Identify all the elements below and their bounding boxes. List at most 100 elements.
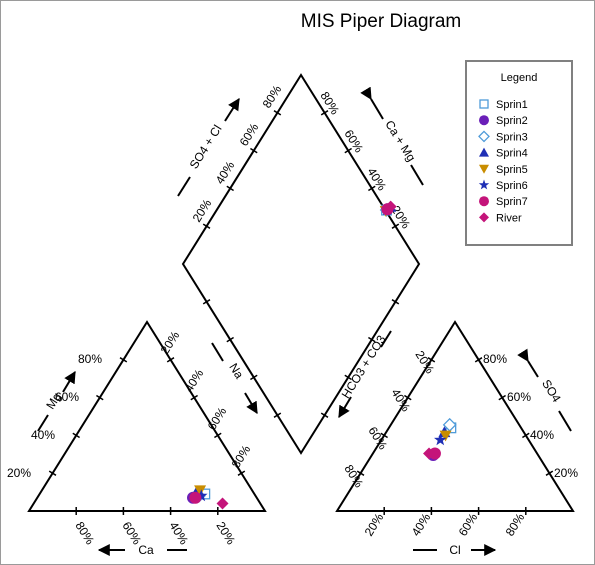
tick-mark bbox=[250, 147, 258, 154]
cation-na-ticks: 20% 40% 60% 80% bbox=[158, 329, 254, 471]
cation-mg-ticks: 20% 40% 60% 80% bbox=[7, 352, 102, 480]
hco3-axis-label: HCO3 + CO3 bbox=[339, 333, 389, 401]
tick-mark bbox=[498, 394, 506, 401]
point-diamond-river bbox=[384, 200, 397, 213]
tick-mark bbox=[273, 412, 282, 418]
so4-axis-label: SO4 bbox=[539, 377, 564, 405]
legend-marker-sprin1 bbox=[479, 99, 489, 109]
legend-label-sprin5: Sprin5 bbox=[496, 164, 528, 176]
point-cation-river-marker bbox=[216, 497, 229, 510]
legend-marker-sprin3 bbox=[478, 130, 490, 143]
point-diamond-river-marker bbox=[384, 200, 397, 213]
na-tick-60: 60% bbox=[205, 405, 230, 433]
hco3-tick-20: 20% bbox=[412, 348, 437, 376]
hco3-tick-40: 40% bbox=[388, 386, 413, 414]
legend-title: Legend bbox=[501, 72, 538, 84]
legend-marker-sprin7 bbox=[479, 196, 489, 207]
camg-tick-40: 40% bbox=[364, 165, 389, 193]
mg-tick-20: 20% bbox=[7, 466, 31, 480]
tick-mark bbox=[320, 412, 329, 418]
so4-tick-20: 20% bbox=[554, 466, 578, 480]
point-anion-river bbox=[423, 447, 436, 460]
na-tick-40: 40% bbox=[182, 367, 207, 395]
legend-label-sprin1: Sprin1 bbox=[496, 99, 528, 111]
tick-mark bbox=[391, 223, 400, 229]
camg-axis-label: Ca + Mg bbox=[382, 118, 418, 164]
legend-item: Sprin7 bbox=[479, 196, 528, 208]
point-cation-sprin5 bbox=[194, 485, 207, 497]
tick-mark bbox=[202, 299, 211, 305]
point-cation-sprin7 bbox=[189, 491, 202, 504]
central-diamond bbox=[181, 73, 421, 455]
point-anion-sprin6-marker bbox=[434, 433, 447, 446]
tick-mark bbox=[522, 432, 530, 439]
tick-mark bbox=[237, 470, 246, 476]
so4-tick-40: 40% bbox=[530, 428, 554, 442]
anion-so4-ticks: 20% 40% 60% 80% bbox=[483, 352, 578, 480]
legend-label-sprin3: Sprin3 bbox=[496, 131, 528, 143]
tick-mark bbox=[202, 223, 211, 229]
legend-label-sprin2: Sprin2 bbox=[496, 115, 528, 127]
legend-item: Sprin3 bbox=[478, 130, 528, 143]
data-points bbox=[187, 200, 457, 510]
tick-mark bbox=[344, 147, 352, 154]
legend: Legend Sprin1Sprin2Sprin3Sprin4Sprin5Spr… bbox=[465, 60, 573, 246]
anion-cl-ticks: 20% 40% 60% 80% bbox=[362, 511, 528, 539]
so4cl-axis-label: SO4 + Cl bbox=[187, 122, 225, 171]
mg-tick-80: 80% bbox=[78, 352, 102, 366]
camg-tick-60: 60% bbox=[341, 127, 366, 155]
tick-mark bbox=[344, 374, 352, 381]
tick-mark bbox=[190, 394, 198, 401]
point-anion-sprin5 bbox=[439, 430, 452, 442]
legend-item: Sprin4 bbox=[479, 147, 528, 160]
point-anion-river-marker bbox=[423, 447, 436, 460]
chart-title: MIS Piper Diagram bbox=[301, 11, 462, 32]
legend-item: Sprin6 bbox=[478, 179, 528, 192]
point-cation-sprin7-marker bbox=[189, 491, 202, 504]
so4-tick-60: 60% bbox=[507, 390, 531, 404]
cl-tick-60: 60% bbox=[456, 511, 481, 539]
na-axis-label: Na bbox=[226, 361, 246, 382]
tick-mark bbox=[96, 394, 104, 401]
mg-tick-40: 40% bbox=[31, 428, 55, 442]
legend-item: Sprin2 bbox=[479, 115, 528, 127]
ca-tick-80: 80% bbox=[72, 519, 97, 547]
ca-axis-title: Ca bbox=[97, 543, 187, 557]
legend-label-sprin7: Sprin7 bbox=[496, 196, 528, 208]
legend-label-river: River bbox=[496, 212, 522, 224]
legend-item: Sprin5 bbox=[479, 164, 528, 176]
legend-items: Sprin1 Sprin2 Sprin3 Sprin4 Sprin5 Sprin6 Spri… bbox=[478, 99, 528, 224]
legend-marker-sprin2 bbox=[479, 115, 489, 126]
ca-axis-label: Ca bbox=[138, 543, 154, 557]
point-cation-river bbox=[216, 497, 229, 510]
tick-mark bbox=[404, 394, 412, 401]
point-anion-sprin5-marker bbox=[439, 430, 452, 442]
tick-mark bbox=[273, 110, 282, 116]
hco3-tick-80: 80% bbox=[341, 462, 366, 490]
legend-marker-river bbox=[479, 212, 489, 223]
cl-tick-20: 20% bbox=[362, 511, 387, 539]
tick-mark bbox=[380, 432, 388, 439]
na-axis-title: Na bbox=[211, 342, 258, 415]
legend-marker-sprin5 bbox=[479, 164, 489, 174]
tick-mark bbox=[545, 470, 554, 476]
hco3-axis-title: HCO3 + CO3 bbox=[338, 330, 392, 419]
na-tick-80: 80% bbox=[229, 443, 254, 471]
cl-axis-label: Cl bbox=[449, 543, 460, 557]
tick-mark bbox=[368, 336, 376, 343]
point-cation-sprin6 bbox=[195, 489, 208, 502]
na-tick-20: 20% bbox=[158, 329, 183, 357]
diamond-camg-ticks: 20% 40% 60% 80% bbox=[317, 89, 413, 231]
tick-mark bbox=[226, 185, 234, 192]
tick-mark bbox=[72, 432, 80, 439]
mg-tick-60: 60% bbox=[55, 390, 79, 404]
tick-mark bbox=[320, 110, 329, 116]
so4-tick-80: 80% bbox=[483, 352, 507, 366]
point-cation-sprin5-marker bbox=[194, 485, 207, 497]
tick-mark bbox=[250, 374, 258, 381]
legend-marker-sprin4 bbox=[479, 147, 489, 157]
so4-axis-title: SO4 bbox=[517, 348, 572, 432]
tick-marks bbox=[48, 110, 554, 515]
legend-marker-sprin6 bbox=[478, 179, 490, 190]
